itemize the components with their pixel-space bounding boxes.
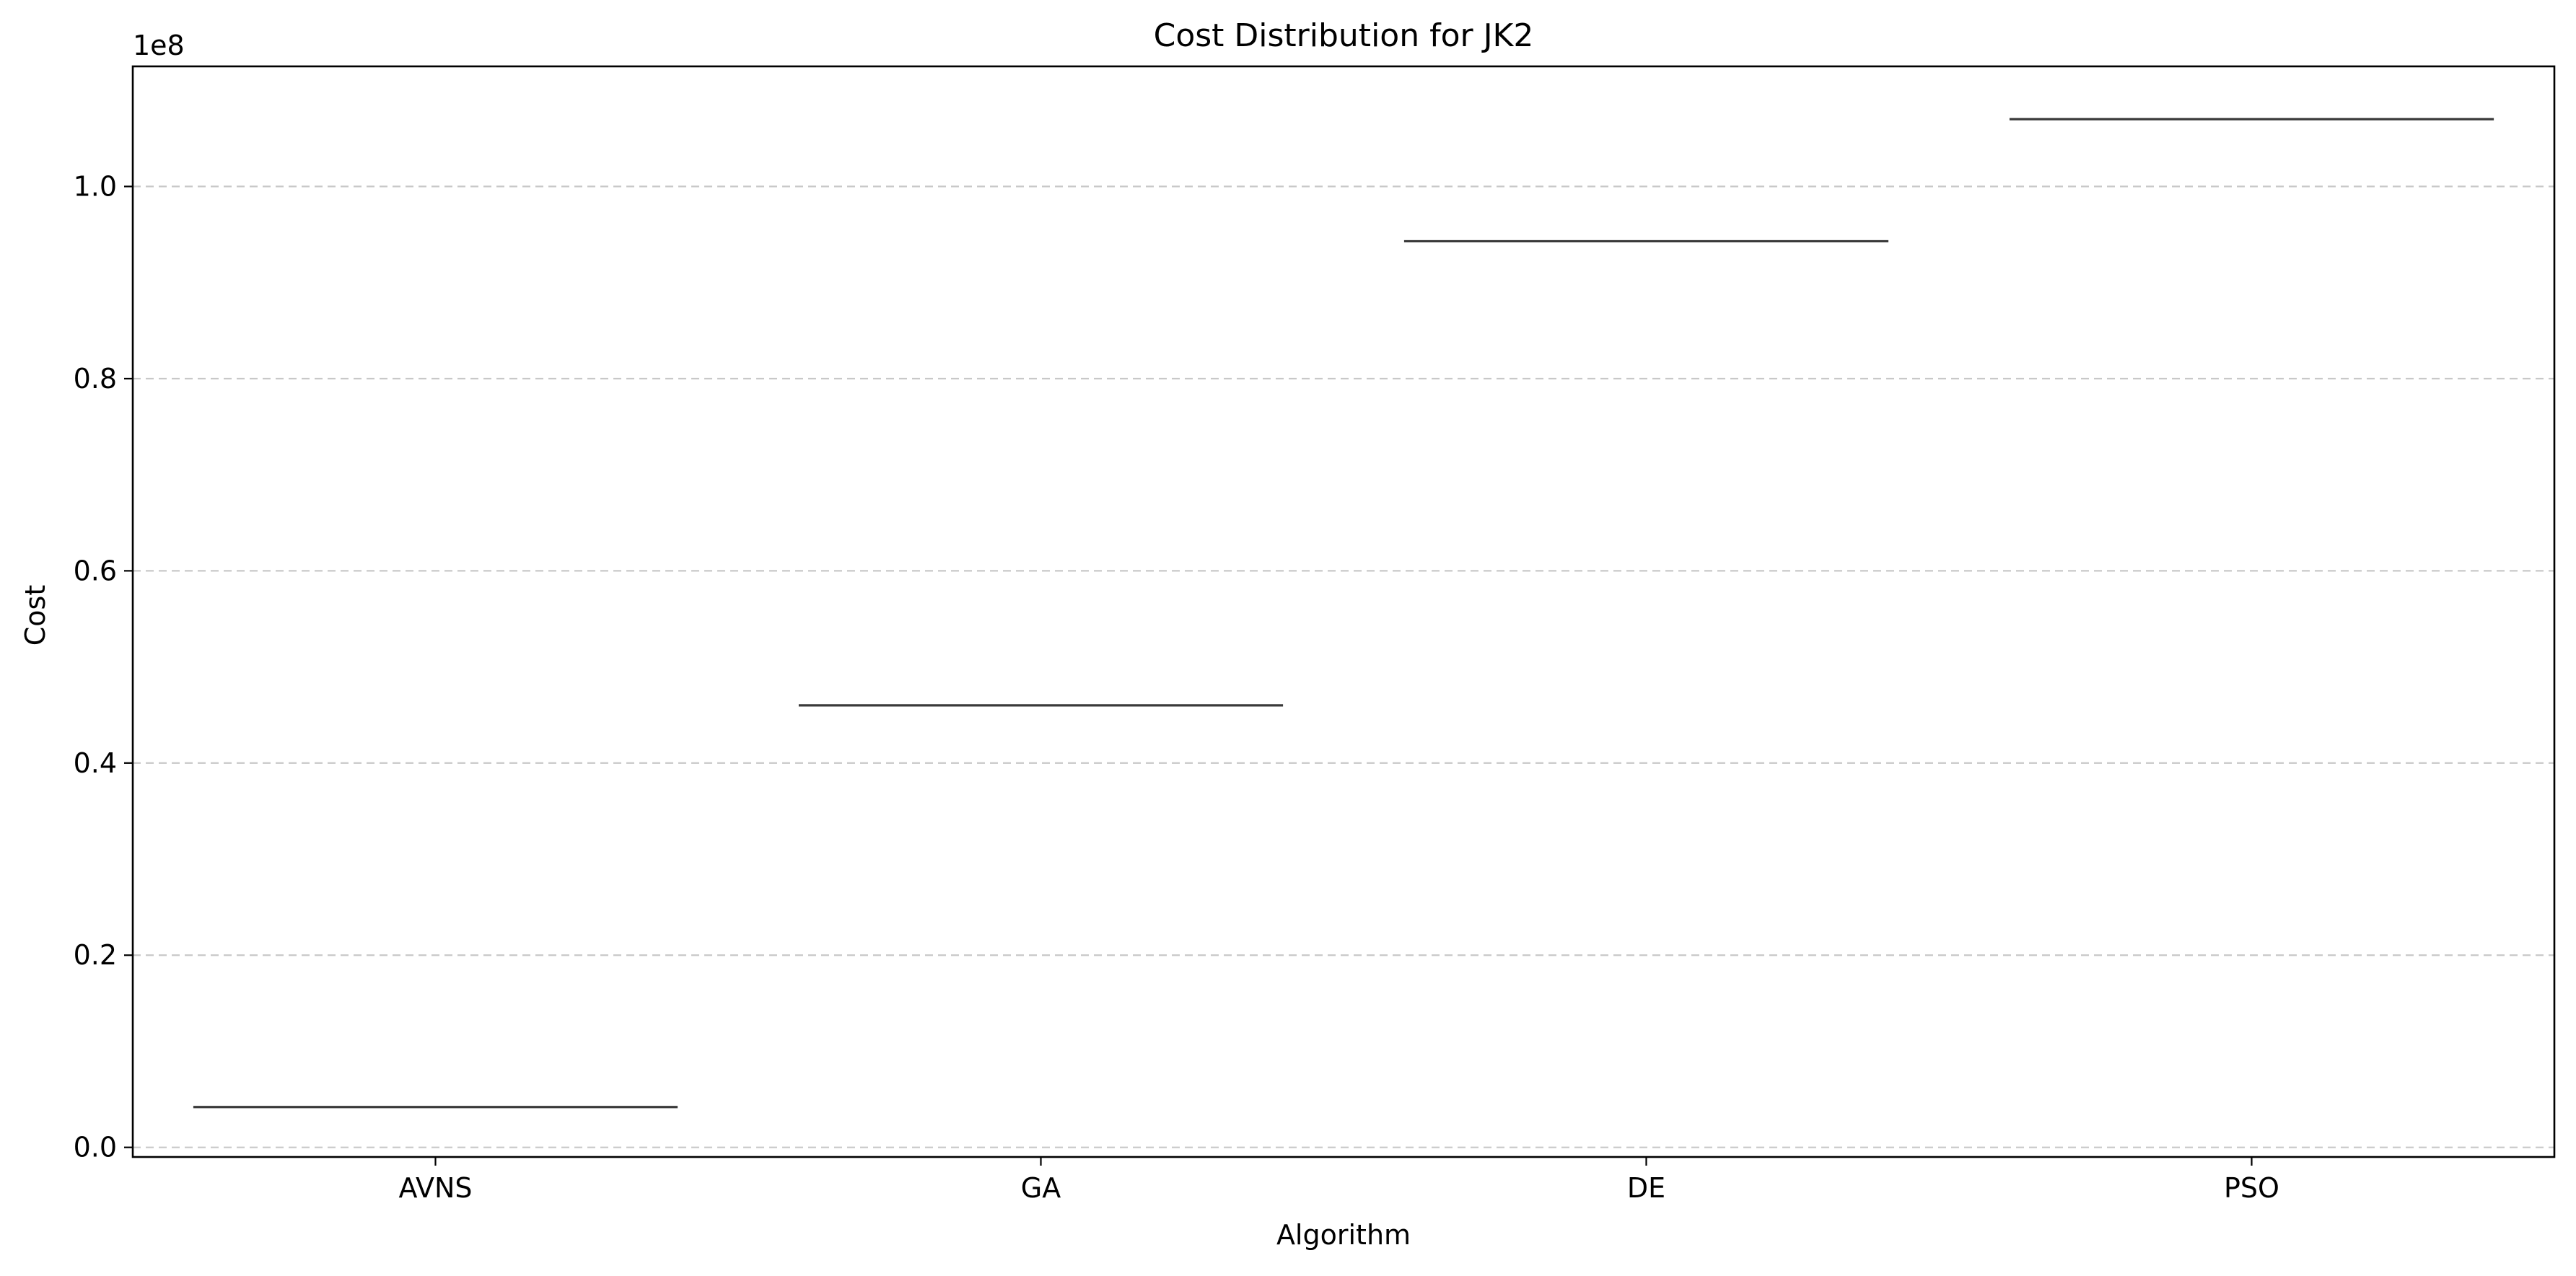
x-tick-label: PSO [2224,1172,2279,1204]
data-marks [193,118,2494,1109]
x-axis-ticks: AVNS GA DE PSO [398,1157,2279,1204]
y-tick-label: 0.4 [74,747,117,779]
y-axis-ticks: 0.0 0.2 0.4 0.6 0.8 1.0 [74,171,133,1163]
y-tick-label: 1.0 [74,171,117,203]
y-axis-label: Cost [19,585,51,646]
plot-frame [131,65,2556,1158]
x-tick-label: GA [1021,1172,1061,1204]
y-tick-label: 0.0 [74,1132,117,1163]
y-axis-offset-label: 1e8 [133,30,185,61]
y-tick-label: 0.8 [74,363,117,395]
x-axis-label: Algorithm [1276,1219,1411,1251]
grid-lines [133,185,2554,1148]
x-tick-label: DE [1627,1172,1665,1204]
x-tick-label: AVNS [398,1172,472,1204]
y-tick-label: 0.6 [74,555,117,586]
y-tick-label: 0.2 [74,939,117,971]
chart-title: Cost Distribution for JK2 [1154,17,1534,54]
